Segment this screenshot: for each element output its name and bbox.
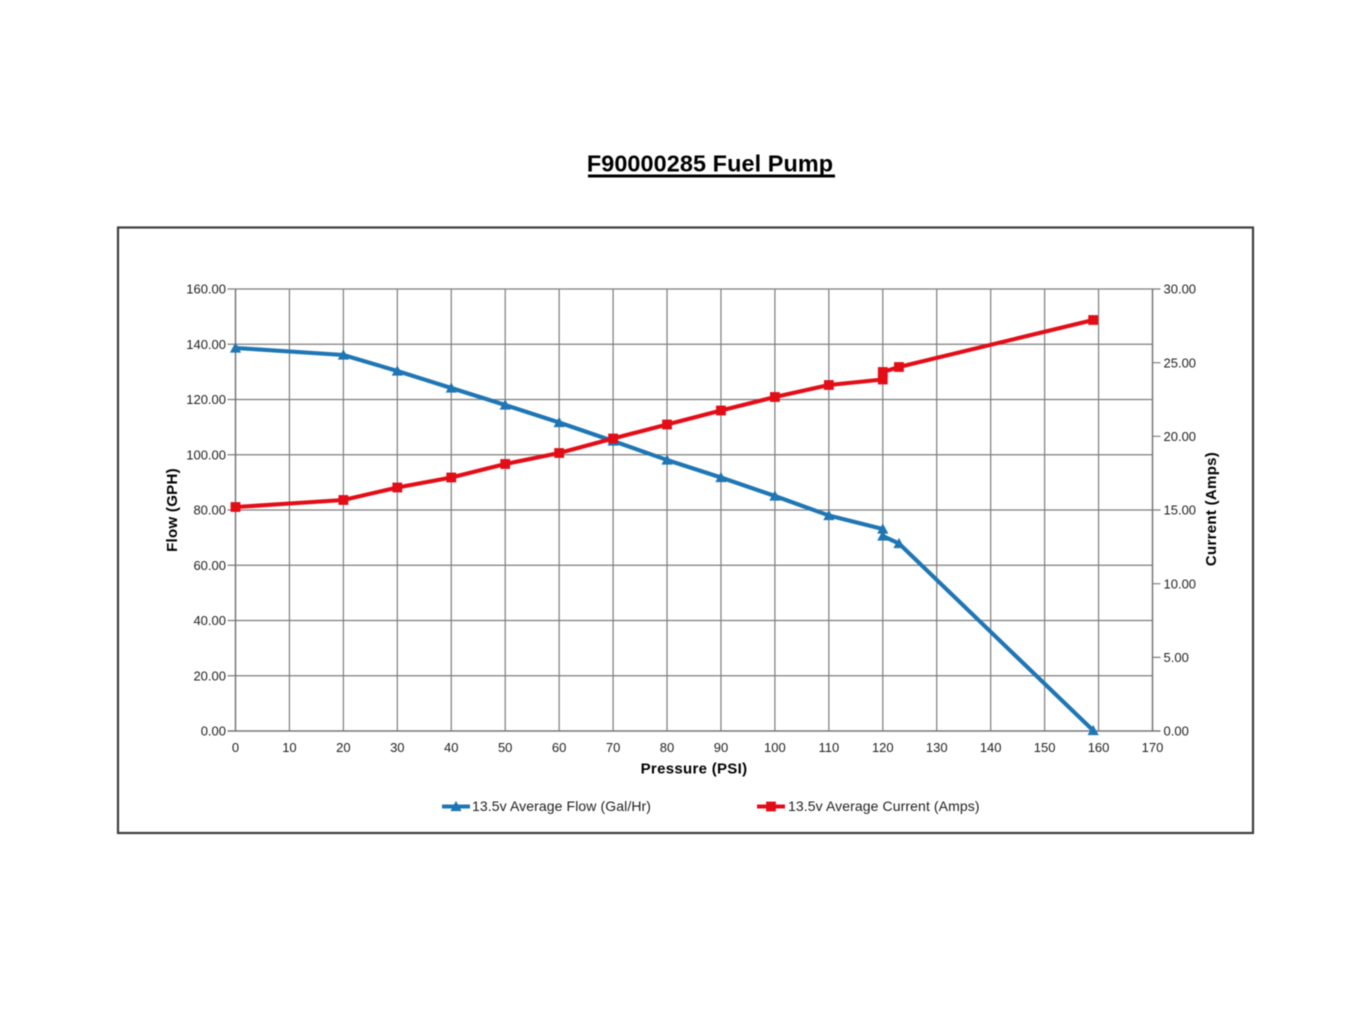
svg-text:0: 0 — [232, 740, 239, 755]
svg-text:100: 100 — [764, 740, 786, 755]
svg-text:140.00: 140.00 — [186, 337, 226, 352]
svg-text:5.00: 5.00 — [1164, 650, 1189, 665]
svg-text:13.5v Average Flow (Gal/Hr): 13.5v Average Flow (Gal/Hr) — [472, 798, 651, 814]
svg-text:20.00: 20.00 — [193, 668, 226, 683]
svg-text:13.5v Average Current (Amps): 13.5v Average Current (Amps) — [788, 798, 980, 814]
svg-text:40.00: 40.00 — [193, 613, 226, 628]
svg-text:20.00: 20.00 — [1164, 429, 1197, 444]
svg-text:Current (Amps): Current (Amps) — [1203, 452, 1220, 566]
svg-text:40: 40 — [444, 740, 458, 755]
svg-text:0.00: 0.00 — [1164, 724, 1189, 739]
svg-text:80.00: 80.00 — [193, 503, 226, 518]
svg-text:160: 160 — [1088, 740, 1110, 755]
svg-text:15.00: 15.00 — [1164, 503, 1197, 518]
svg-text:150: 150 — [1034, 740, 1056, 755]
svg-text:60.00: 60.00 — [193, 558, 226, 573]
svg-text:0.00: 0.00 — [201, 724, 226, 739]
svg-text:20: 20 — [336, 740, 350, 755]
svg-text:70: 70 — [606, 740, 620, 755]
svg-text:25.00: 25.00 — [1164, 355, 1197, 370]
svg-text:160.00: 160.00 — [186, 282, 226, 297]
svg-text:100.00: 100.00 — [186, 447, 226, 462]
svg-text:10.00: 10.00 — [1164, 576, 1197, 591]
svg-text:F90000285 Fuel Pump: F90000285 Fuel Pump — [587, 151, 833, 177]
svg-text:Flow (GPH): Flow (GPH) — [164, 468, 181, 552]
svg-text:130: 130 — [926, 740, 948, 755]
svg-text:60: 60 — [552, 740, 566, 755]
svg-text:170: 170 — [1142, 740, 1164, 755]
svg-text:120.00: 120.00 — [186, 392, 226, 407]
svg-text:140: 140 — [980, 740, 1002, 755]
svg-text:120: 120 — [872, 740, 894, 755]
svg-text:30.00: 30.00 — [1164, 282, 1197, 297]
svg-text:110: 110 — [818, 740, 839, 755]
svg-text:50: 50 — [498, 740, 512, 755]
svg-text:Pressure (PSI): Pressure (PSI) — [641, 761, 748, 778]
svg-text:10: 10 — [282, 740, 296, 755]
svg-text:90: 90 — [714, 740, 728, 755]
svg-text:30: 30 — [390, 740, 404, 755]
svg-text:80: 80 — [660, 740, 674, 755]
